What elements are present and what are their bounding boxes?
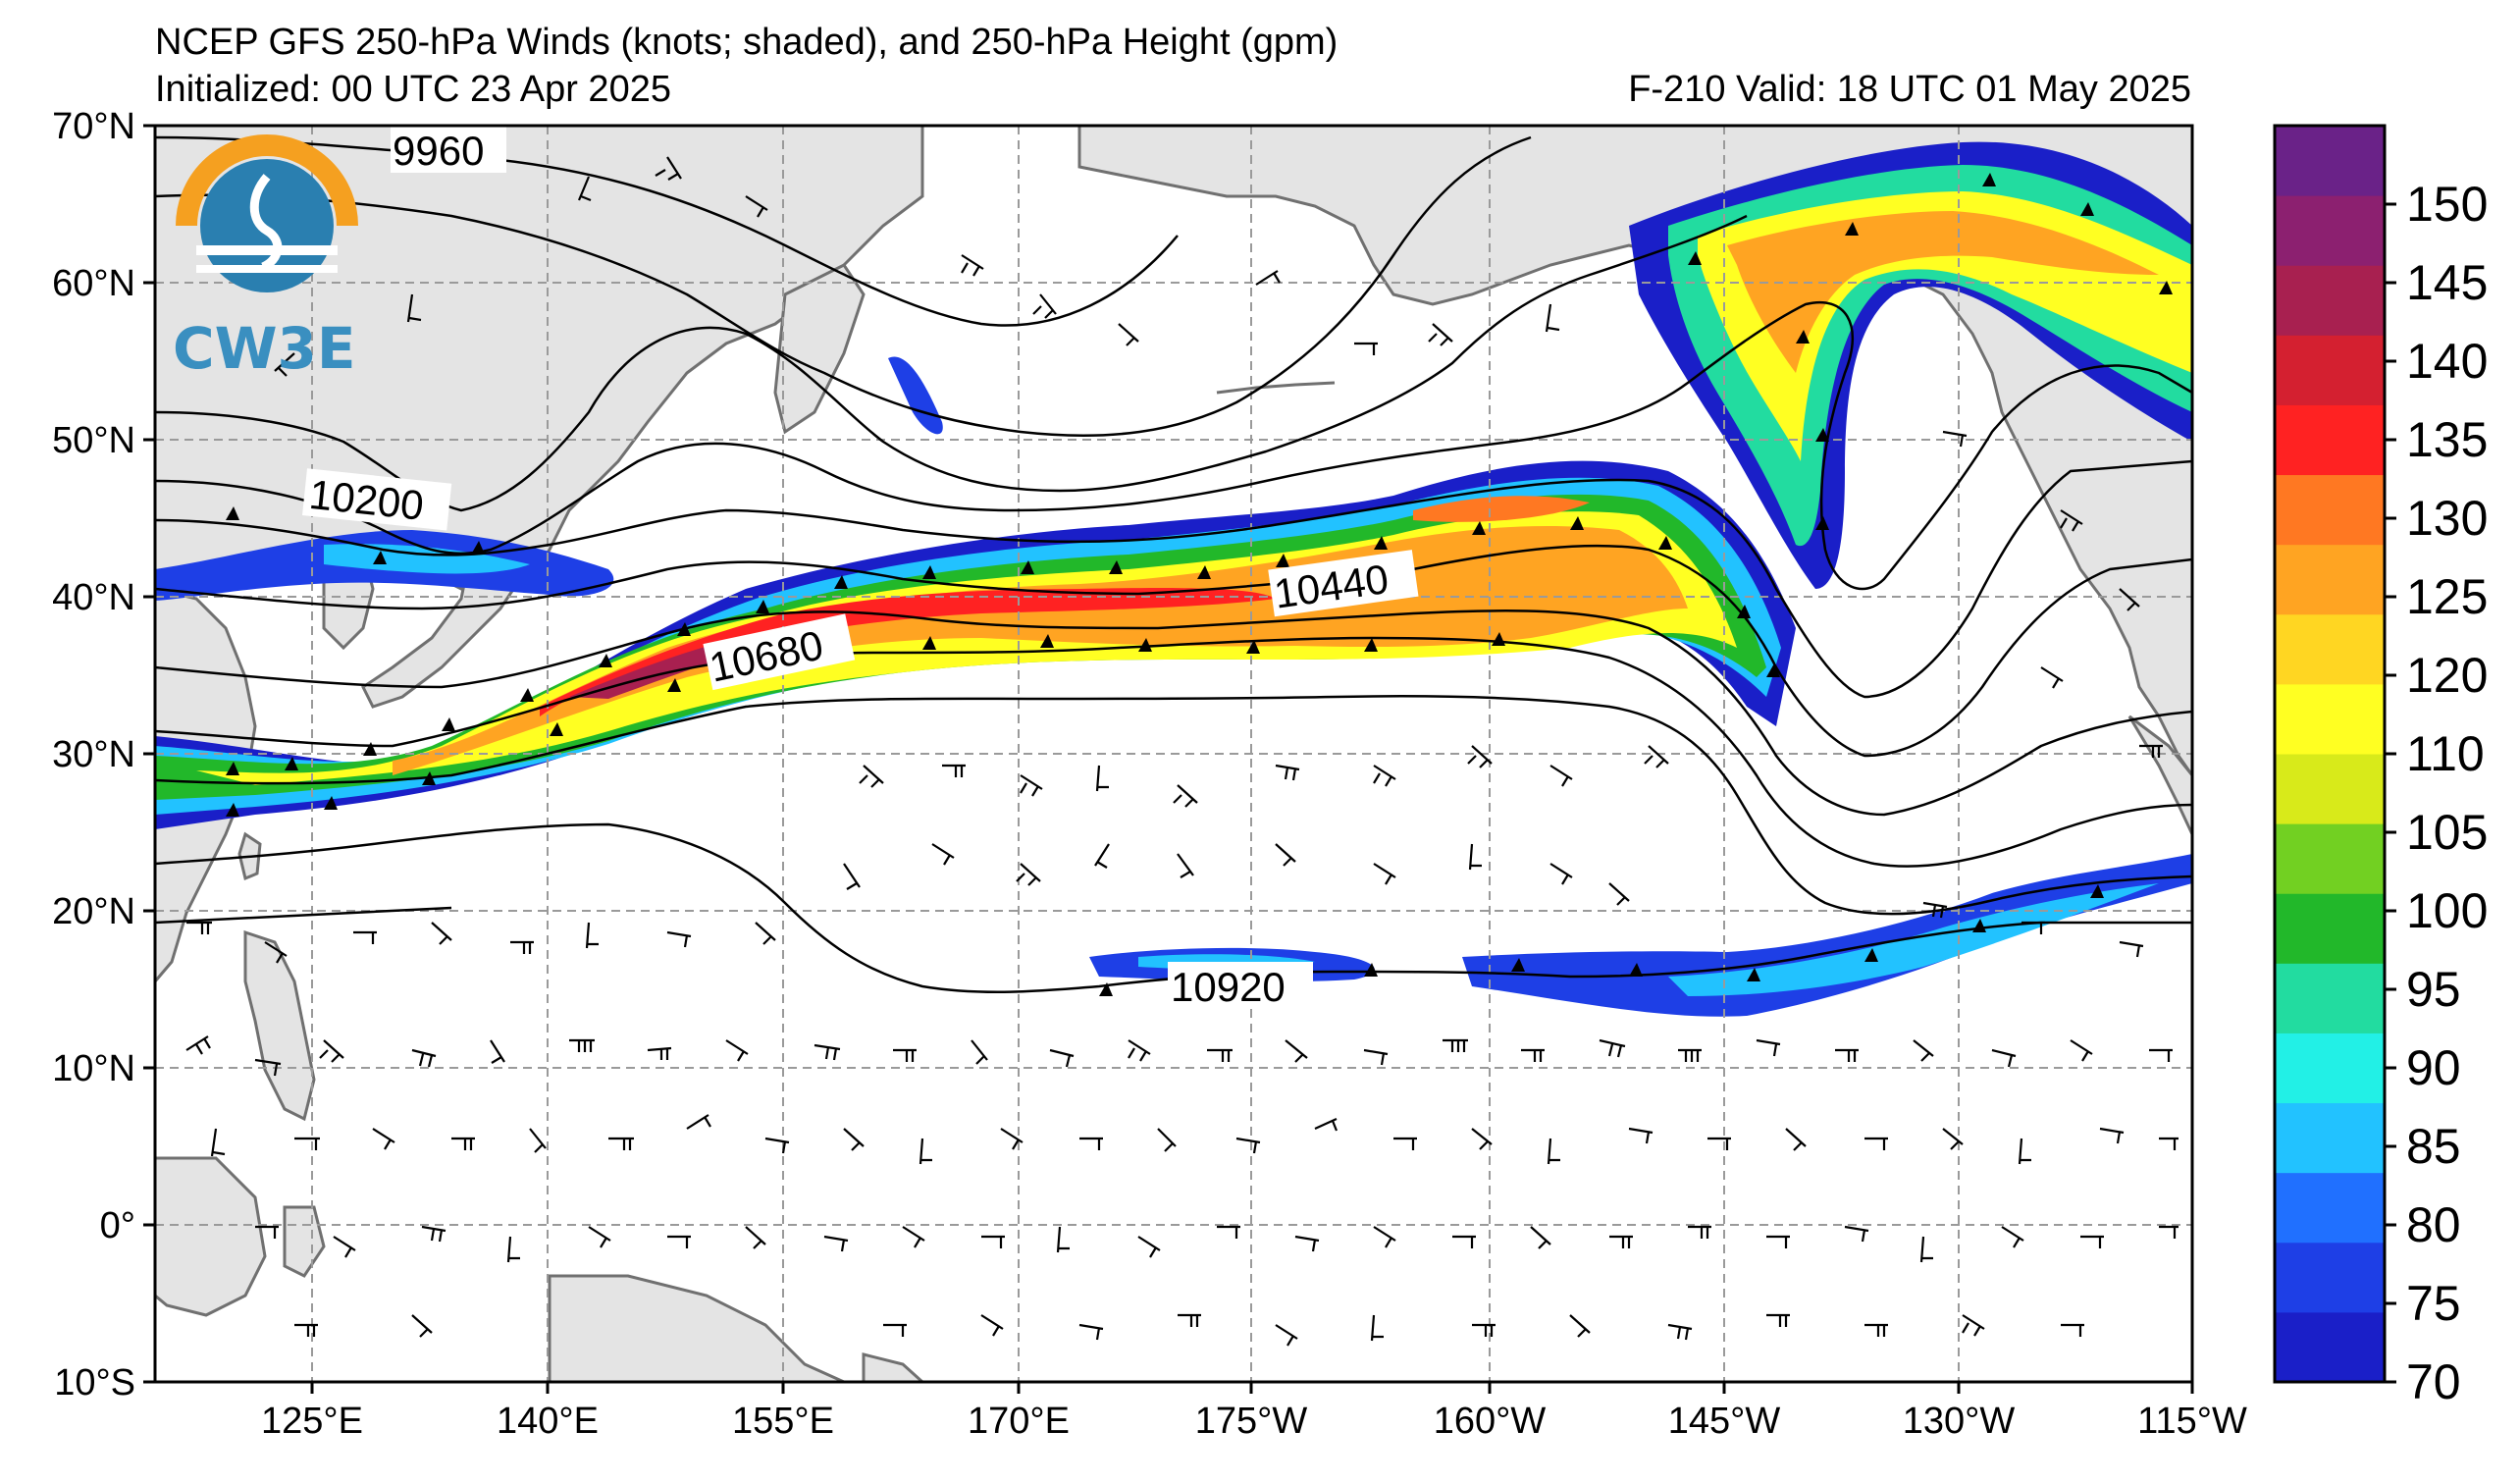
colorbar-label: 100 bbox=[2406, 883, 2488, 938]
colorbar-swatch bbox=[2275, 544, 2385, 615]
contour-c bbox=[155, 300, 2192, 591]
contour-label-group: 9960 10200 10440 10680 10920 bbox=[302, 126, 1419, 1010]
jet-alaska-120 bbox=[1727, 211, 2159, 373]
contour-10560 bbox=[155, 609, 2192, 817]
colorbar-label: 95 bbox=[2406, 962, 2461, 1017]
contour-label-9960: 9960 bbox=[393, 128, 484, 174]
lat-label: 70°N bbox=[52, 106, 135, 147]
init-time: Initialized: 00 UTC 23 Apr 2025 bbox=[155, 69, 671, 110]
colorbar-label: 70 bbox=[2406, 1354, 2461, 1409]
valid-time: F-210 Valid: 18 UTC 01 May 2025 bbox=[1628, 69, 2191, 110]
colorbar-label: 120 bbox=[2406, 648, 2488, 703]
colorbar-swatch bbox=[2275, 404, 2385, 476]
contour-10200 bbox=[155, 459, 2192, 699]
contour-10920 bbox=[155, 906, 452, 925]
land-solomon bbox=[862, 1352, 925, 1382]
logo-text: CW3E bbox=[173, 315, 356, 382]
lon-label: 155°E bbox=[732, 1401, 834, 1442]
colorbar-label: 75 bbox=[2406, 1276, 2461, 1331]
wind-barbs bbox=[185, 156, 2179, 1347]
jet-main-135 bbox=[540, 588, 1276, 716]
contour-9960 bbox=[155, 135, 1179, 327]
lat-label: 50°N bbox=[52, 420, 135, 461]
colorbar-label: 135 bbox=[2406, 412, 2488, 467]
colorbar-swatch bbox=[2275, 893, 2385, 964]
colorbar-label: 130 bbox=[2406, 491, 2488, 546]
colorbar-swatch bbox=[2275, 265, 2385, 336]
jet-nw-spot-1 bbox=[1413, 496, 1590, 522]
colorbar-swatch bbox=[2275, 335, 2385, 405]
lat-label: 40°N bbox=[52, 577, 135, 618]
colorbar: 70 75 80 85 90 95 100 105 110 120 125 130 135 140 145 1… bbox=[2273, 124, 2488, 1409]
contour-label-10920: 10920 bbox=[1171, 964, 1286, 1010]
map-area: 9960 10200 10440 10680 10920 CW3E bbox=[155, 126, 2192, 1382]
lon-label: 170°E bbox=[968, 1401, 1070, 1442]
colorbar-label: 150 bbox=[2406, 177, 2488, 232]
colorbar-label: 125 bbox=[2406, 569, 2488, 624]
lon-label: 160°W bbox=[1434, 1401, 1547, 1442]
colorbar-labels: 70 75 80 85 90 95 100 105 110 120 125 130 135 140 145 1… bbox=[2385, 177, 2488, 1409]
colorbar-swatch bbox=[2275, 1102, 2385, 1174]
colorbar-swatches bbox=[2275, 126, 2385, 1383]
lat-label: 10°N bbox=[52, 1048, 135, 1089]
colorbar-label: 85 bbox=[2406, 1119, 2461, 1174]
lon-label: 115°W bbox=[2137, 1401, 2247, 1442]
colorbar-swatch bbox=[2275, 1311, 2385, 1383]
colorbar-swatch bbox=[2275, 1033, 2385, 1104]
lat-label: 10°S bbox=[54, 1362, 135, 1404]
land-kamchatka bbox=[773, 263, 866, 435]
tick-marks bbox=[143, 124, 2194, 1394]
lat-label: 0° bbox=[100, 1205, 135, 1246]
land-aleutians bbox=[1216, 381, 1336, 395]
colorbar-label: 110 bbox=[2406, 726, 2485, 781]
cw3e-logo: CW3E bbox=[173, 134, 358, 382]
latitude-labels: 70°N 60°N 50°N 40°N 30°N 20°N 10°N 0° 10… bbox=[52, 106, 135, 1404]
lon-label: 130°W bbox=[1903, 1401, 2016, 1442]
lon-label: 140°E bbox=[497, 1401, 599, 1442]
colorbar-swatch bbox=[2275, 683, 2385, 755]
colorbar-swatch bbox=[2275, 195, 2385, 266]
lat-label: 20°N bbox=[52, 891, 135, 932]
lon-label: 175°W bbox=[1195, 1401, 1308, 1442]
contour-d bbox=[155, 695, 2192, 916]
colorbar-swatch bbox=[2275, 1242, 2385, 1313]
longitude-labels: 125°E 140°E 155°E 170°E 175°W 160°W 145°… bbox=[261, 1401, 2247, 1442]
land-philippines bbox=[243, 929, 316, 1122]
contour-a bbox=[155, 135, 1532, 437]
colorbar-swatch bbox=[2275, 1172, 2385, 1244]
colorbar-swatch bbox=[2275, 613, 2385, 685]
colorbar-swatch bbox=[2275, 754, 2385, 824]
lon-label: 125°E bbox=[261, 1401, 363, 1442]
colorbar-swatch bbox=[2275, 474, 2385, 546]
lon-label: 145°W bbox=[1668, 1401, 1781, 1442]
contour-10680 bbox=[155, 636, 2192, 868]
map-title: NCEP GFS 250-hPa Winds (knots; shaded), … bbox=[155, 22, 1339, 63]
lat-label: 30°N bbox=[52, 734, 135, 775]
colorbar-label: 145 bbox=[2406, 255, 2488, 310]
colorbar-label: 140 bbox=[2406, 334, 2488, 389]
colorbar-swatch bbox=[2275, 823, 2385, 894]
contour-e bbox=[155, 822, 2192, 994]
colorbar-label: 80 bbox=[2406, 1197, 2461, 1252]
land-new-guinea bbox=[548, 1274, 845, 1382]
colorbar-label: 90 bbox=[2406, 1040, 2461, 1095]
jet-sub-inner bbox=[1668, 883, 2159, 996]
land-baja bbox=[2127, 715, 2192, 835]
colorbar-swatch bbox=[2275, 126, 2385, 196]
lat-label: 60°N bbox=[52, 263, 135, 304]
jet-asia-north-in bbox=[324, 544, 530, 574]
colorbar-swatch bbox=[2275, 963, 2385, 1033]
land-borneo bbox=[155, 1156, 267, 1317]
colorbar-label: 105 bbox=[2406, 805, 2488, 860]
